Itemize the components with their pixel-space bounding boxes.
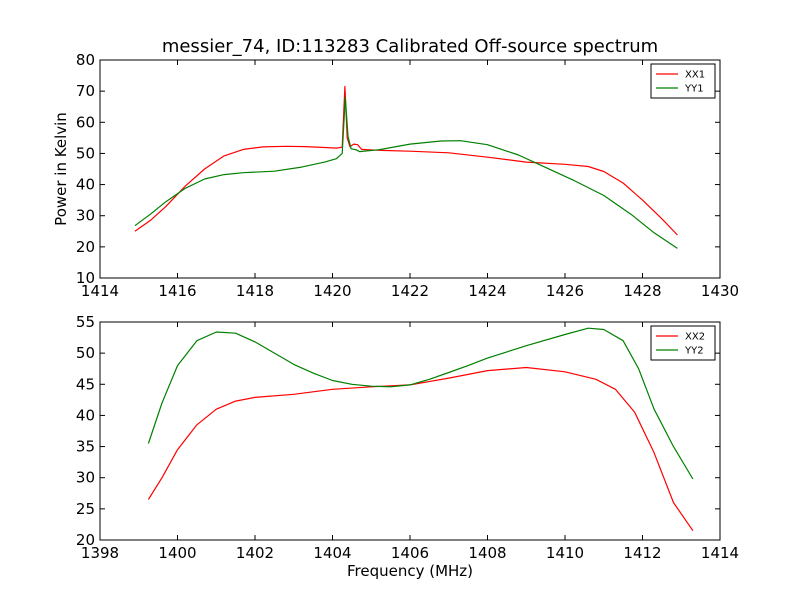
- y-tick-label: 80: [76, 51, 95, 69]
- y-tick-label: 35: [76, 438, 95, 456]
- legend-label-xx1: XX1: [685, 70, 705, 81]
- x-tick-label: 1428: [623, 282, 661, 300]
- x-tick-label: 1414: [701, 544, 739, 562]
- x-tick-label: 1420: [313, 282, 351, 300]
- x-tick-label: 1406: [391, 544, 429, 562]
- series-line-xx2: [147, 366, 694, 532]
- x-tick-label: 1410: [546, 544, 584, 562]
- y-tick-label: 40: [76, 176, 95, 194]
- x-tick-label: 1418: [236, 282, 274, 300]
- y-tick-label: 40: [76, 406, 95, 424]
- y-tick-label: 70: [76, 82, 95, 100]
- x-axis-label: Frequency (MHz): [347, 562, 473, 580]
- y-tick-label: 20: [76, 531, 95, 549]
- y-axis-label: Power in Kelvin: [52, 112, 70, 226]
- top-panel: 1414 1416 1418 1420 1422 1424 1426 1428 1430 10 20…: [76, 51, 739, 300]
- x-tick-label: 1404: [313, 544, 351, 562]
- legend-box: [650, 63, 716, 99]
- y-tick-label: 10: [76, 269, 95, 287]
- y-tick-label: 55: [76, 313, 95, 331]
- legend-label-yy1: YY1: [684, 84, 704, 95]
- x-tick-label: 1412: [623, 544, 661, 562]
- plot-frame: [99, 321, 721, 541]
- y-tick-label: 25: [76, 500, 95, 518]
- x-tick-label: 1424: [468, 282, 506, 300]
- x-tick-label: 1426: [546, 282, 584, 300]
- legend-box: [650, 325, 716, 361]
- x-tick-label: 1408: [468, 544, 506, 562]
- y-tick-label: 20: [76, 238, 95, 256]
- legend-label-yy2: YY2: [684, 346, 704, 357]
- y-tick-label: 30: [76, 469, 95, 487]
- x-tick-label: 1398: [81, 544, 119, 562]
- x-tick-label: 1430: [701, 282, 739, 300]
- series-line-yy1: [134, 96, 678, 249]
- y-tick-label: 60: [76, 113, 95, 131]
- x-tick-label: 1416: [158, 282, 196, 300]
- legend-label-xx2: XX2: [685, 332, 705, 343]
- x-tick-label: 1402: [236, 544, 274, 562]
- y-tick-label: 50: [76, 344, 95, 362]
- plot-frame: [99, 59, 721, 279]
- chart-title: messier_74, ID:113283 Calibrated Off-sou…: [162, 36, 658, 57]
- series-line-xx1: [134, 85, 678, 236]
- y-tick-label: 30: [76, 207, 95, 225]
- x-tick-label: 1400: [158, 544, 196, 562]
- x-tick-label: 1422: [391, 282, 429, 300]
- bottom-panel: 1398 1400 1402 1404 1406 1408 1410 1412 1414 20 25…: [76, 313, 739, 562]
- y-tick-label: 45: [76, 375, 95, 393]
- y-tick-label: 50: [76, 144, 95, 162]
- series-line-yy2: [147, 327, 694, 480]
- x-tick-label: 1414: [81, 282, 119, 300]
